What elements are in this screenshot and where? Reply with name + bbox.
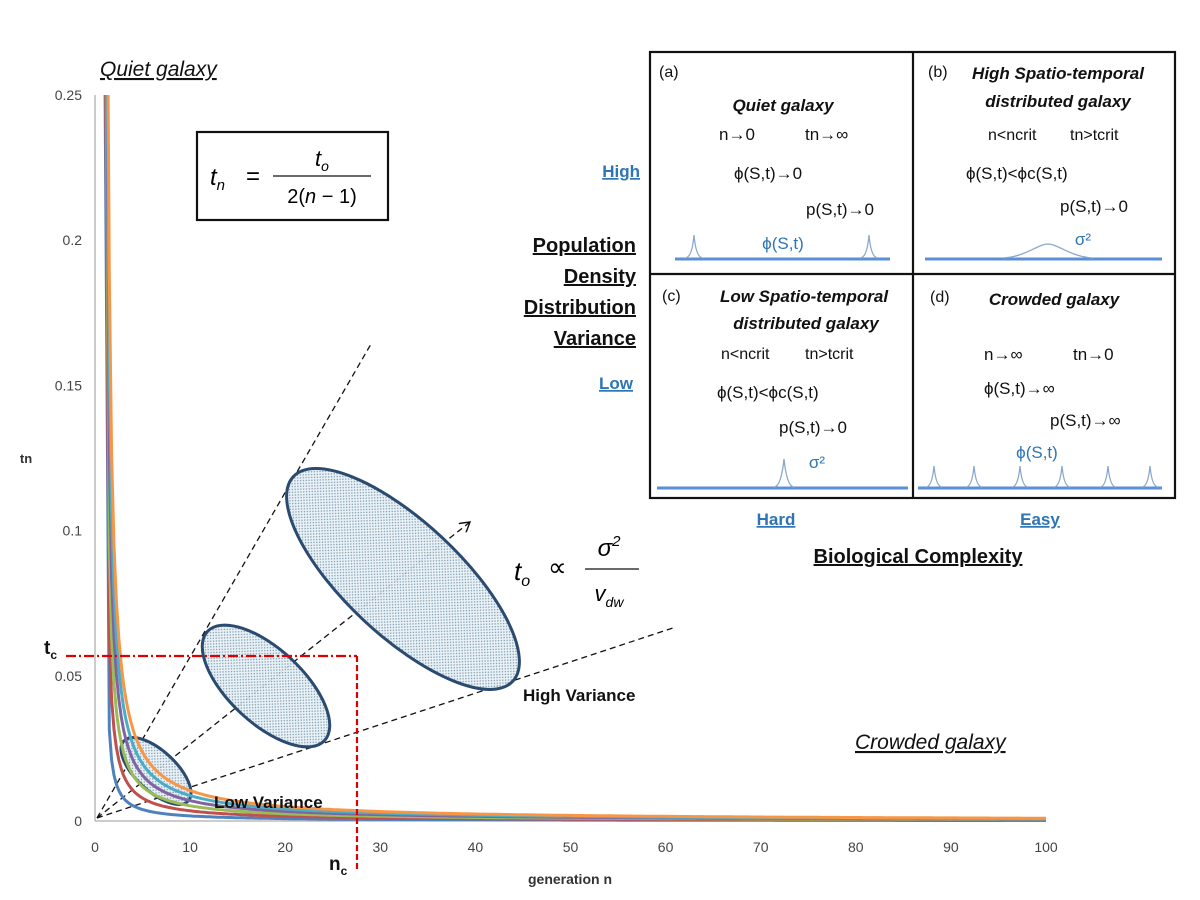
y-tick-labels: 0 0.05 0.1 0.15 0.2 0.25 xyxy=(55,87,82,829)
x-tick-label: 60 xyxy=(658,839,674,855)
svg-text:σ2: σ2 xyxy=(598,533,621,562)
quadrant-b-p: p(S,t)→0 xyxy=(1060,197,1128,216)
quadrant-y-low: Low xyxy=(599,374,634,393)
x-tick-label: 10 xyxy=(182,839,198,855)
quadrant-c-tn: tn>tcrit xyxy=(805,346,854,363)
quadrant-c-p: p(S,t)→0 xyxy=(779,418,847,437)
quadrant-c: (c) Low Spatio-temporal distributed gala… xyxy=(657,287,908,490)
curve-series-group xyxy=(103,94,1047,822)
x-tick-label: 0 xyxy=(91,839,99,855)
quadrant-b-curve-label: σ² xyxy=(1075,230,1091,249)
quadrant-d-n: n→∞ xyxy=(984,345,1023,364)
quadrant-x-easy: Easy xyxy=(1020,510,1060,529)
y-tick-label: 0.1 xyxy=(63,523,83,539)
quadrant-x-hard: Hard xyxy=(757,510,796,529)
svg-text:vdw: vdw xyxy=(595,581,625,610)
quiet-galaxy-annotation: Quiet galaxy xyxy=(100,58,218,81)
quadrant-d-phi: ϕ(S,t)→∞ xyxy=(984,379,1055,398)
x-tick-label: 20 xyxy=(277,839,293,855)
high-variance-ellipse xyxy=(285,467,521,691)
x-tick-label: 30 xyxy=(373,839,389,855)
quadrant-b: (b) High Spatio-temporal distributed gal… xyxy=(925,64,1162,261)
x-tick-label: 50 xyxy=(563,839,579,855)
quadrant-a-title: Quiet galaxy xyxy=(732,96,835,115)
lower-dashed-ray xyxy=(96,626,677,819)
x-axis-title: generation n xyxy=(528,871,612,887)
quadrant-d-tag: (d) xyxy=(930,289,950,306)
mid-variance-ellipse xyxy=(200,623,332,749)
quadrant-a-phi: ϕ(S,t)→0 xyxy=(734,164,802,183)
quadrant-a-tn: tn→∞ xyxy=(805,125,848,144)
nc-label: nc xyxy=(329,854,348,878)
svg-text:to: to xyxy=(514,556,530,590)
high-variance-label: High Variance xyxy=(523,686,635,705)
quadrant-d: (d) Crowded galaxy n→∞ tn→0 ϕ(S,t)→∞ p(S… xyxy=(918,289,1162,490)
quadrant-d-tn: tn→0 xyxy=(1073,345,1114,364)
quadrant-a-curve-label: ϕ(S,t) xyxy=(762,234,804,253)
quadrant-b-tn: tn>tcrit xyxy=(1070,127,1119,144)
quadrant-b-n: n<ncrit xyxy=(988,127,1037,144)
x-tick-label: 80 xyxy=(848,839,864,855)
x-tick-label: 70 xyxy=(753,839,769,855)
y-axis-title-line-4: Variance xyxy=(554,328,636,350)
quadrant-c-phi: ϕ(S,t)<ϕc(S,t) xyxy=(717,383,819,402)
quadrant-a-p: p(S,t)→0 xyxy=(806,200,874,219)
x-tick-label: 100 xyxy=(1034,839,1058,855)
quadrant-c-title-line-2: distributed galaxy xyxy=(733,314,880,333)
svg-text:2(n − 1): 2(n − 1) xyxy=(287,186,357,208)
y-axis-title-line-2: Density xyxy=(564,266,637,288)
y-tick-label: 0.25 xyxy=(55,87,82,103)
quadrant-y-high: High xyxy=(602,162,640,181)
curve-series-6 xyxy=(106,94,1046,820)
y-tick-label: 0 xyxy=(74,813,82,829)
quadrant-a: (a) Quiet galaxy n→0 tn→∞ ϕ(S,t)→0 p(S,t… xyxy=(659,64,890,261)
quadrant-d-p: p(S,t)→∞ xyxy=(1050,411,1121,430)
quadrant-inset: Population Density Distribution Variance… xyxy=(524,50,1177,568)
quadrant-c-curve-label: σ² xyxy=(809,453,825,472)
quadrant-x-axis-title: Biological Complexity xyxy=(814,546,1024,568)
svg-text:=: = xyxy=(246,163,260,190)
crowded-galaxy-annotation: Crowded galaxy xyxy=(855,731,1007,754)
x-tick-label: 90 xyxy=(943,839,959,855)
quadrant-b-tag: (b) xyxy=(928,64,948,81)
formula-to-proportional: to ∝ σ2 vdw xyxy=(514,533,639,610)
y-tick-label: 0.2 xyxy=(63,232,83,248)
quadrant-a-tag: (a) xyxy=(659,64,679,81)
quadrant-d-distribution xyxy=(925,465,1159,488)
quadrant-c-tag: (c) xyxy=(662,288,681,305)
y-axis-title-line-3: Distribution xyxy=(524,297,636,319)
quadrant-b-title-line-1: High Spatio-temporal xyxy=(972,64,1145,83)
quadrant-c-distribution xyxy=(773,458,795,488)
y-axis-title: tn xyxy=(20,451,32,466)
quadrant-b-distribution xyxy=(1002,243,1094,259)
x-tick-labels: 0 10 20 30 40 50 60 70 80 90 100 xyxy=(91,839,1058,855)
tc-label: tc xyxy=(44,638,57,662)
quadrant-d-title: Crowded galaxy xyxy=(989,290,1121,309)
quadrant-b-title-line-2: distributed galaxy xyxy=(985,92,1132,111)
y-axis-title-line-1: Population xyxy=(533,235,636,257)
quadrant-a-distribution xyxy=(684,234,879,259)
quadrant-a-n: n→0 xyxy=(719,125,755,144)
y-tick-label: 0.05 xyxy=(55,668,82,684)
quadrant-d-curve-label: ϕ(S,t) xyxy=(1016,443,1058,462)
y-tick-label: 0.15 xyxy=(55,377,82,393)
plot-area: 0 0.05 0.1 0.15 0.2 0.25 0 10 20 30 40 50 60 70 80 90 1… xyxy=(20,58,1058,887)
quadrant-y-axis-title: Population Density Distribution Variance xyxy=(524,235,637,350)
quadrant-c-n: n<ncrit xyxy=(721,346,770,363)
x-tick-label: 40 xyxy=(468,839,484,855)
low-variance-label: Low Variance xyxy=(214,793,323,812)
quadrant-c-title-line-1: Low Spatio-temporal xyxy=(720,287,889,306)
quadrant-b-phi: ϕ(S,t)<ϕc(S,t) xyxy=(966,164,1068,183)
svg-text:∝: ∝ xyxy=(548,552,567,582)
